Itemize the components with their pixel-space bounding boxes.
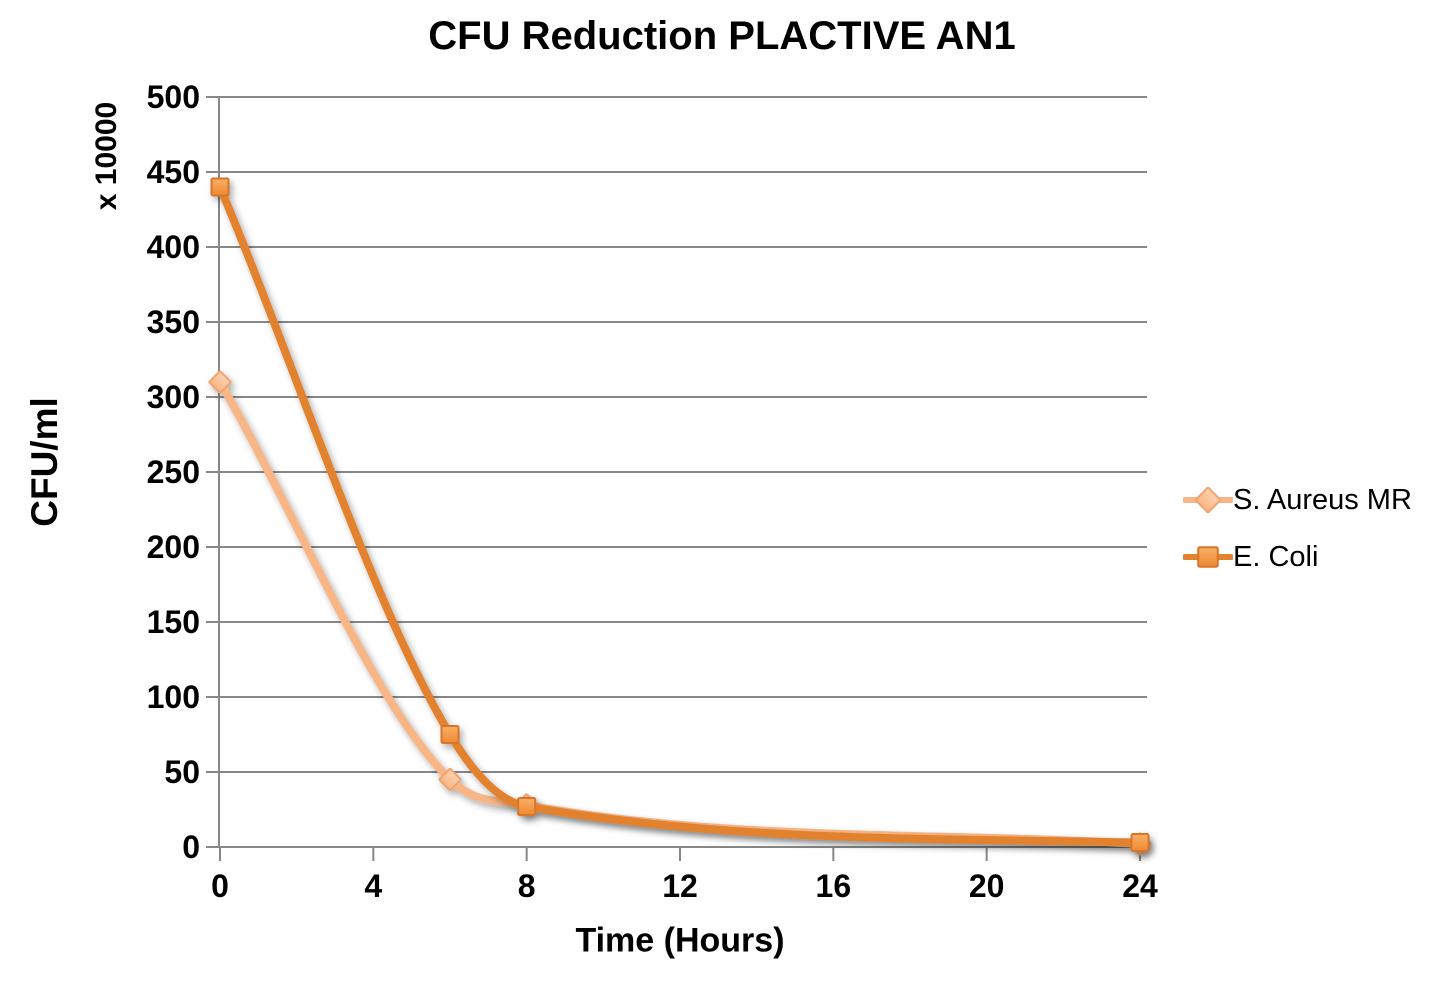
diamond-legend-marker-icon	[1183, 486, 1233, 514]
x-tick-label: 16	[815, 868, 852, 904]
legend: S. Aureus MR E. Coli	[1183, 477, 1412, 580]
series-line	[216, 378, 1144, 848]
x-tick-label: 20	[968, 868, 1005, 904]
x-tick-label: 0	[211, 868, 229, 904]
x-tick-label: 24	[1122, 868, 1158, 904]
legend-item-s-aureus-mr: S. Aureus MR	[1183, 477, 1412, 523]
square-marker	[1197, 546, 1219, 568]
chart-title: CFU Reduction PLACTIVE AN1	[428, 14, 1016, 58]
legend-item-e-coli: E. Coli	[1183, 534, 1412, 580]
square-legend-marker-icon	[1183, 546, 1233, 568]
square-marker	[440, 725, 460, 744]
x-tick-label: 12	[662, 868, 698, 904]
y-tick-label: 250	[146, 454, 200, 490]
y-tick-label: 50	[164, 754, 200, 790]
diamond-marker	[1194, 486, 1222, 514]
x-tick-label: 4	[364, 868, 383, 904]
y-tick-label: 350	[146, 304, 200, 340]
square-marker	[210, 177, 230, 197]
series-line	[216, 183, 1144, 847]
diamond-marker	[438, 767, 462, 792]
legend-label: E. Coli	[1233, 540, 1319, 573]
y-tick-label: 100	[146, 679, 200, 715]
y-tick-label: 450	[146, 154, 200, 190]
x-axis-title: Time (Hours)	[575, 921, 785, 960]
legend-label: S. Aureus MR	[1233, 483, 1412, 516]
y-tick-label: 300	[146, 379, 200, 415]
square-marker	[1130, 833, 1150, 852]
square-marker	[517, 797, 537, 816]
y-tick-label: 500	[146, 79, 200, 115]
y-tick-label: 200	[146, 529, 200, 565]
series-e-coli	[210, 177, 1150, 852]
y-tick-label: 150	[146, 604, 200, 640]
series-s-aureus-mr	[208, 370, 1152, 856]
y-tick-label: 0	[182, 829, 200, 865]
y-tick-label: 400	[146, 229, 200, 265]
x-tick-label: 8	[517, 868, 536, 904]
diamond-marker	[208, 370, 232, 394]
